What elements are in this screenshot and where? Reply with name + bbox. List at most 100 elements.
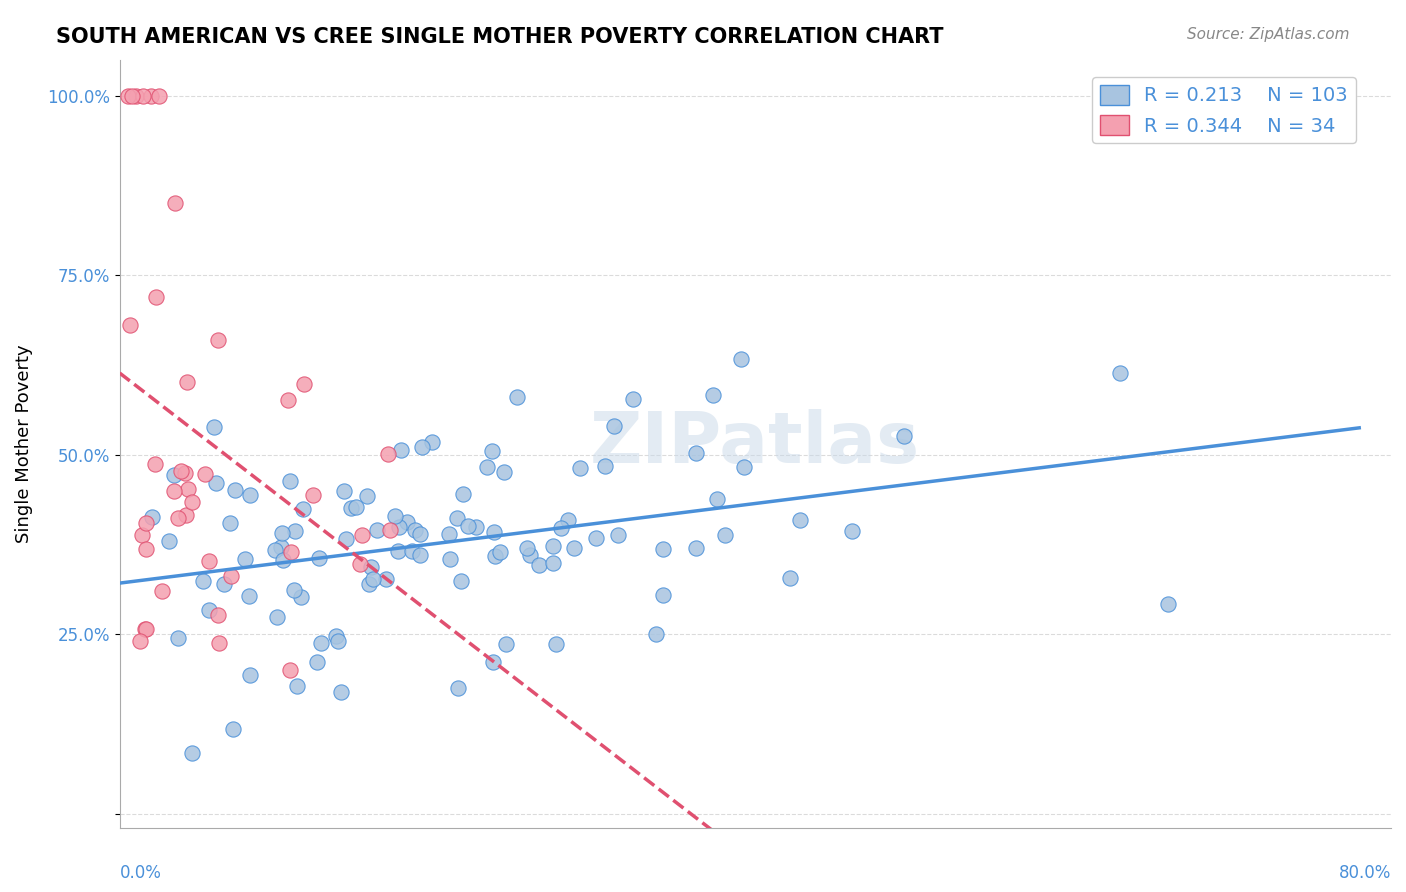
Point — [733, 459, 755, 474]
Point — [377, 447, 399, 461]
Point — [266, 610, 288, 624]
Point — [150, 583, 173, 598]
Legend: R = 0.213    N = 103, R = 0.344    N = 34: R = 0.213 N = 103, R = 0.344 N = 34 — [1092, 77, 1355, 144]
Text: ZIPatlas: ZIPatlas — [591, 409, 921, 478]
Point — [170, 464, 193, 478]
Point — [143, 457, 166, 471]
Point — [118, 318, 141, 333]
Point — [221, 722, 243, 736]
Point — [278, 663, 301, 677]
Point — [482, 655, 505, 669]
Point — [387, 544, 409, 558]
Point — [198, 554, 221, 568]
Point — [841, 524, 863, 539]
Point — [557, 513, 579, 527]
Point — [482, 525, 505, 540]
Point — [593, 458, 616, 473]
Y-axis label: Single Mother Poverty: Single Mother Poverty — [15, 344, 32, 543]
Point — [278, 474, 301, 488]
Point — [163, 484, 186, 499]
Point — [157, 533, 180, 548]
Point — [191, 574, 214, 589]
Point — [333, 484, 356, 499]
Point — [564, 541, 586, 555]
Point — [685, 541, 707, 555]
Point — [263, 543, 285, 558]
Point — [301, 487, 323, 501]
Point — [420, 435, 443, 450]
Point — [730, 351, 752, 366]
Point — [585, 531, 607, 545]
Point — [308, 550, 330, 565]
Point — [543, 556, 565, 570]
Point — [529, 558, 551, 572]
Point — [238, 589, 260, 603]
Point — [350, 528, 373, 542]
Point — [167, 511, 190, 525]
Point — [401, 544, 423, 558]
Point — [477, 459, 499, 474]
Point — [271, 525, 294, 540]
Point — [446, 510, 468, 524]
Point — [214, 576, 236, 591]
Point — [233, 552, 256, 566]
Point — [603, 419, 626, 434]
Point — [292, 501, 315, 516]
Point — [450, 574, 472, 589]
Point — [287, 679, 309, 693]
Point — [134, 622, 156, 636]
Point — [198, 603, 221, 617]
Point — [447, 681, 470, 695]
Point — [360, 560, 382, 574]
Point — [132, 88, 155, 103]
Point — [361, 572, 384, 586]
Point — [375, 572, 398, 586]
Point — [121, 88, 143, 103]
Point — [484, 549, 506, 564]
Point — [141, 510, 163, 524]
Point — [280, 545, 302, 559]
Point — [457, 518, 479, 533]
Point — [356, 490, 378, 504]
Point — [330, 685, 353, 699]
Point — [167, 631, 190, 645]
Point — [335, 532, 357, 546]
Point — [124, 88, 146, 103]
Point — [357, 577, 380, 591]
Point — [273, 552, 295, 566]
Text: 0.0%: 0.0% — [120, 864, 162, 882]
Point — [292, 376, 315, 391]
Point — [607, 528, 630, 542]
Text: Source: ZipAtlas.com: Source: ZipAtlas.com — [1187, 27, 1350, 42]
Point — [239, 668, 262, 682]
Point — [176, 376, 198, 390]
Point — [384, 508, 406, 523]
Point — [541, 539, 564, 553]
Point — [409, 527, 432, 541]
Point — [893, 429, 915, 443]
Point — [328, 634, 350, 648]
Point — [207, 333, 229, 347]
Point — [546, 638, 568, 652]
Point — [135, 516, 157, 530]
Point — [489, 545, 512, 559]
Point — [713, 528, 735, 542]
Point — [1108, 366, 1130, 380]
Point — [494, 465, 516, 479]
Point — [569, 460, 592, 475]
Point — [789, 513, 811, 527]
Point — [135, 622, 157, 636]
Point — [307, 655, 329, 669]
Point — [270, 540, 292, 554]
Point — [174, 466, 197, 480]
Point — [141, 88, 163, 103]
Point — [309, 636, 332, 650]
Point — [389, 442, 412, 457]
Point — [163, 467, 186, 482]
Point — [148, 88, 170, 103]
Point — [180, 494, 202, 508]
Point — [439, 552, 461, 566]
Point — [644, 627, 666, 641]
Point — [506, 391, 529, 405]
Point — [117, 88, 139, 103]
